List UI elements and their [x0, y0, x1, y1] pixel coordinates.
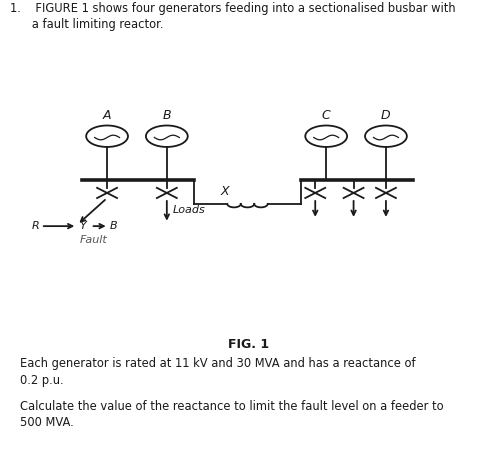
Text: Fault: Fault: [80, 235, 108, 245]
Text: Calculate the value of the reactance to limit the fault level on a feeder to: Calculate the value of the reactance to …: [20, 400, 444, 412]
Text: C: C: [322, 109, 331, 123]
Text: Y: Y: [80, 221, 87, 231]
Text: Each generator is rated at 11 kV and 30 MVA and has a reactance of: Each generator is rated at 11 kV and 30 …: [20, 357, 415, 370]
Text: 500 MVA.: 500 MVA.: [20, 416, 74, 429]
Text: 0.2 p.u.: 0.2 p.u.: [20, 374, 64, 386]
Text: B: B: [110, 221, 117, 231]
Text: X: X: [221, 184, 230, 198]
Text: 1.    FIGURE 1 shows four generators feeding into a sectionalised busbar with: 1. FIGURE 1 shows four generators feedin…: [10, 2, 456, 15]
Text: B: B: [162, 109, 171, 123]
Text: Loads: Loads: [173, 204, 206, 215]
Text: D: D: [381, 109, 391, 123]
Text: FIG. 1: FIG. 1: [229, 338, 269, 351]
Text: a fault limiting reactor.: a fault limiting reactor.: [10, 18, 163, 30]
Text: A: A: [103, 109, 112, 123]
Text: R: R: [32, 221, 40, 231]
